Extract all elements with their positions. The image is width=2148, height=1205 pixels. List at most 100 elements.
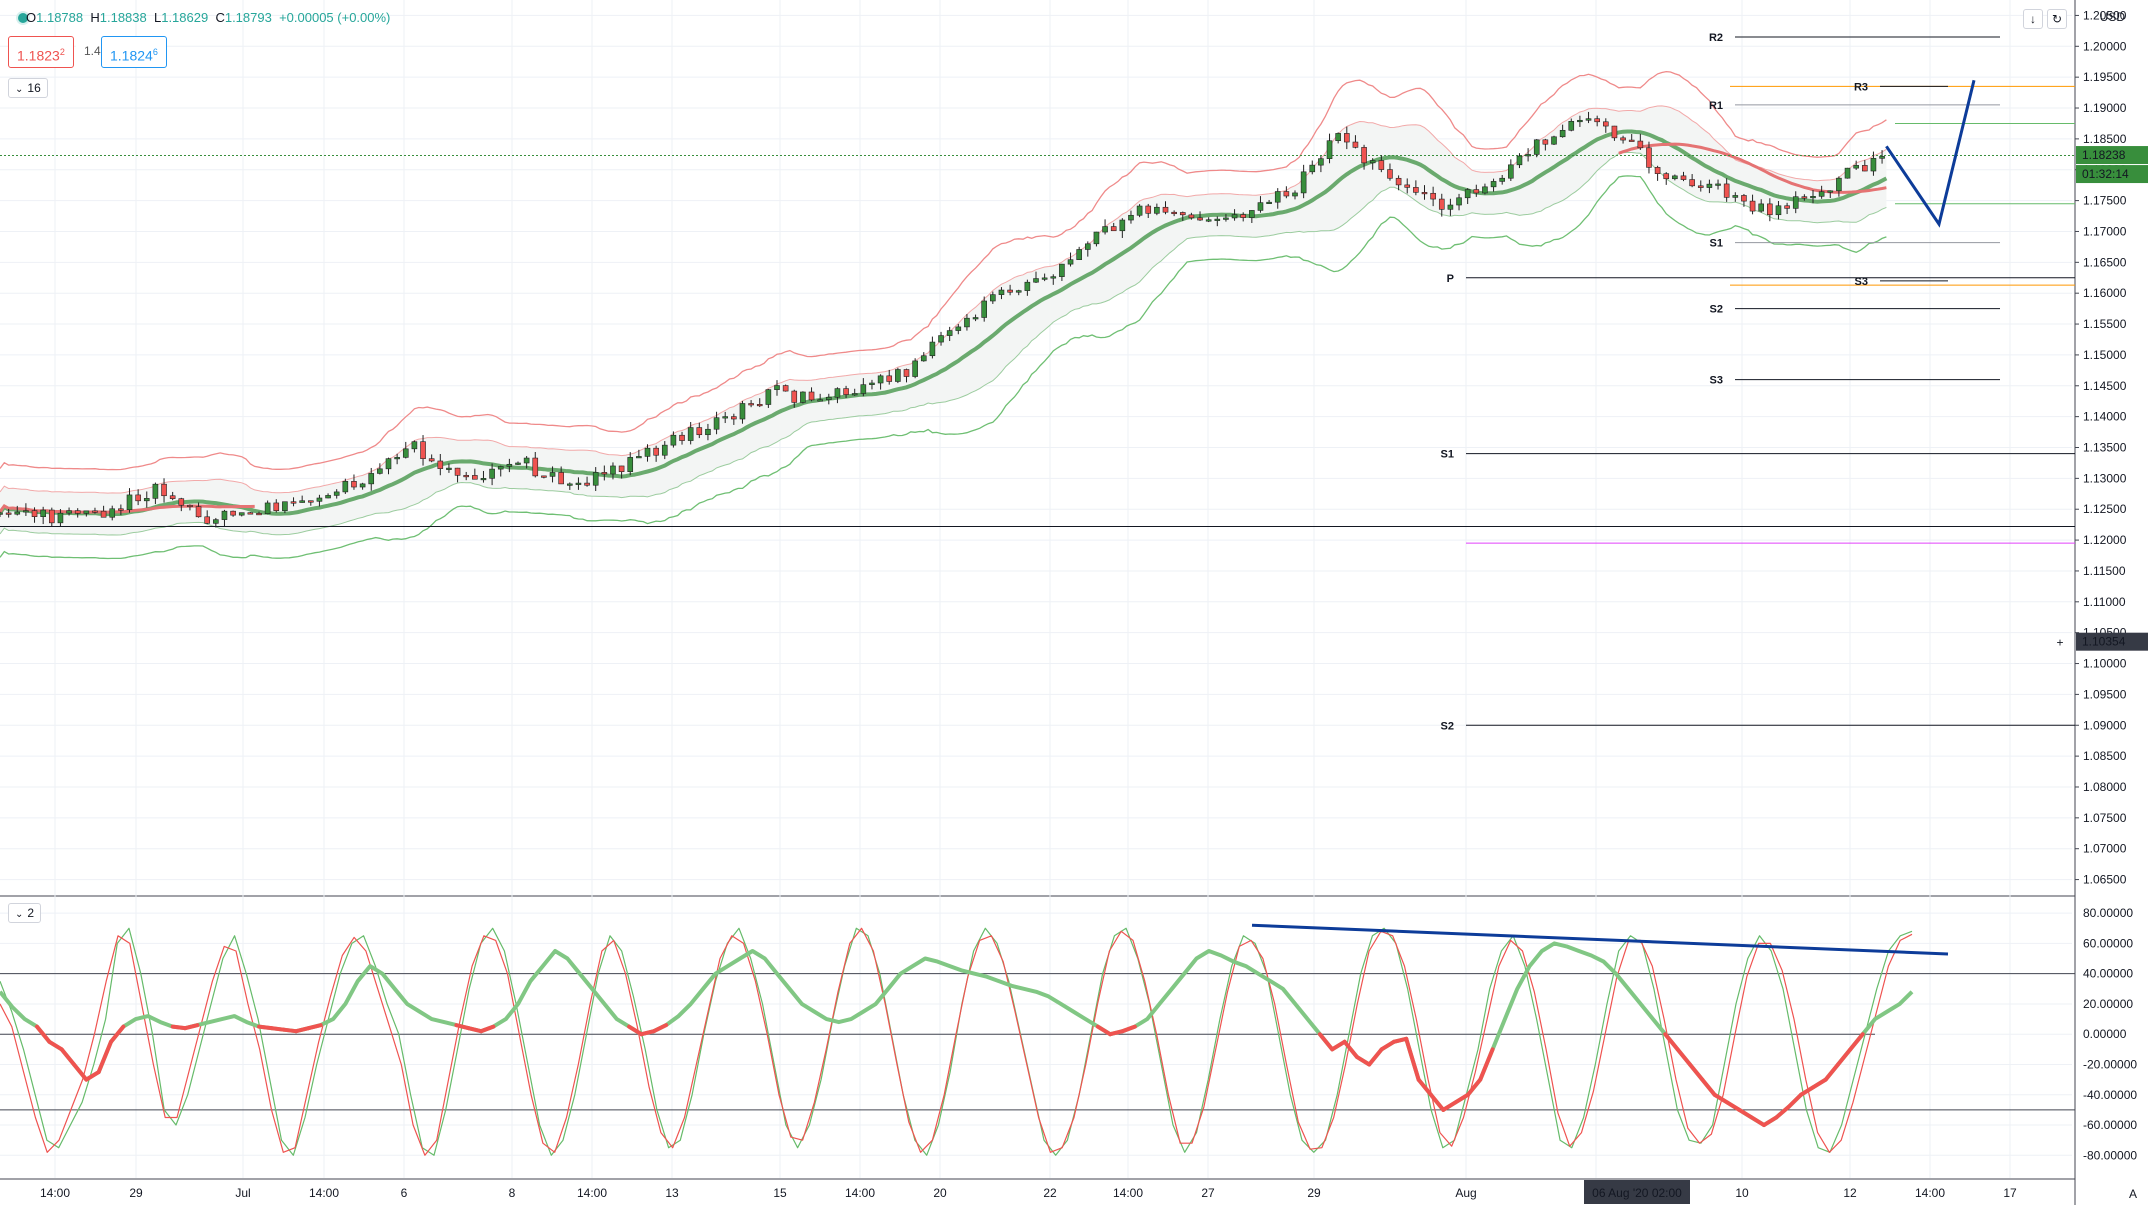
candle-up: [834, 388, 841, 398]
price-tick-label: 1.13500: [2083, 441, 2127, 455]
candle-up: [1214, 218, 1221, 221]
price-tick-label: 1.17500: [2083, 194, 2127, 208]
candle-up: [480, 478, 487, 481]
candle-up: [342, 481, 349, 493]
candle-up: [368, 473, 375, 485]
chevron-down-icon: ⌄: [15, 909, 24, 920]
price-tick-label: 1.17000: [2083, 224, 2127, 238]
main-indicators-toggle[interactable]: ⌄ 16: [8, 78, 48, 98]
price-tick-label: 1.12500: [2083, 502, 2127, 516]
oscillator-trendline: [1251, 923, 1949, 956]
time-tick-label: 8: [509, 1186, 516, 1200]
oscillator-series-down: [1120, 1024, 1137, 1034]
candle-up: [1516, 155, 1523, 166]
candle-up: [1775, 205, 1782, 216]
candle-up: [1335, 133, 1341, 141]
time-tick-label: 14:00: [40, 1186, 70, 1200]
candle-up: [722, 416, 729, 419]
candles: [0, 111, 1885, 528]
candle-down: [161, 483, 167, 497]
candle-down: [5, 512, 12, 515]
candle-down: [541, 475, 547, 478]
candle-up: [1024, 281, 1031, 291]
candle-up: [1732, 195, 1739, 198]
scroll-down-icon[interactable]: ↓: [2023, 9, 2043, 29]
oscillator-series-down: [1761, 1115, 1779, 1128]
candle-up: [359, 483, 366, 488]
candle-down: [1188, 214, 1195, 219]
candle-up: [489, 468, 495, 479]
candle-down: [1542, 139, 1549, 145]
candle-up: [705, 428, 711, 436]
badge-bg: [2076, 146, 2148, 165]
candle-up: [920, 355, 927, 362]
oscillator-series-down: [1687, 1062, 1705, 1082]
time-tick-label: 22: [1043, 1186, 1057, 1200]
time-tick-label: 15: [773, 1186, 787, 1200]
candle-down: [1620, 137, 1626, 141]
candle-down: [1395, 177, 1402, 186]
oscillator-series-down: [183, 1023, 200, 1031]
price-tick-label: 1.10000: [2083, 657, 2127, 671]
candle-down: [1603, 121, 1609, 127]
candle-up: [1758, 203, 1764, 212]
pivot-label: S3: [1855, 276, 1868, 288]
candle-down: [31, 510, 38, 517]
candle-down: [230, 510, 236, 516]
candle-up: [1136, 205, 1143, 216]
price-tick-label: 1.15000: [2083, 348, 2127, 362]
candle-down: [1438, 198, 1445, 210]
candle-down: [903, 369, 910, 377]
pivot-label: P: [1447, 273, 1454, 285]
candle-down: [679, 434, 685, 441]
candle-up: [1456, 197, 1462, 206]
candle-down: [1283, 191, 1290, 197]
oscillator-series-down: [1330, 1039, 1347, 1052]
price-tick-label: 1.18500: [2083, 132, 2127, 146]
candle-down: [1413, 187, 1419, 193]
oscillator-series: [0, 927, 1913, 1156]
candle-up: [575, 482, 582, 485]
oscillator-series-down: [1749, 1115, 1766, 1128]
price-tick-label: 1.12000: [2083, 533, 2127, 547]
candle-up: [264, 502, 271, 515]
candle-up: [1326, 140, 1333, 159]
candle-up: [446, 467, 452, 470]
oscillator-series-down: [1774, 1104, 1791, 1120]
low-value: 1.18629: [161, 10, 209, 25]
oscillator-indicators-toggle[interactable]: ⌄ 2: [8, 903, 42, 923]
oscillator-tick-label: -60.00000: [2083, 1118, 2137, 1132]
live-status-icon: [16, 11, 30, 25]
oscillator-series-down: [1835, 1047, 1853, 1067]
oscillator-series-down: [1712, 1092, 1729, 1105]
candle-down: [1654, 167, 1661, 174]
oscillator-series-down: [35, 1024, 52, 1044]
buy-button[interactable]: 1.18246: [101, 36, 167, 68]
candle-down: [1611, 125, 1618, 139]
candle-up: [1715, 183, 1721, 186]
candle-up: [1050, 276, 1057, 279]
candle-down: [178, 498, 185, 506]
oscillator-series-down: [1391, 1036, 1409, 1044]
price-tick-label: 1.20000: [2083, 39, 2127, 53]
time-tick-label: 12: [1843, 1186, 1857, 1200]
candle-up: [825, 396, 832, 401]
badge-text: 01:32:14: [2082, 167, 2129, 181]
candle-down: [1637, 140, 1644, 149]
candle-down: [808, 391, 815, 401]
candle-down: [1628, 139, 1635, 142]
candle-up: [23, 510, 29, 513]
candle-down: [290, 501, 297, 504]
oscillator-series-down: [1724, 1100, 1742, 1112]
candle-up: [661, 444, 668, 456]
red-ma: [1618, 142, 1887, 194]
refresh-icon[interactable]: ↻: [2047, 9, 2067, 29]
sell-button[interactable]: 1.18232: [8, 36, 74, 68]
time-axis: 14:00 29 Jul 14:00 6 8 14:00 13 15 14:00 20 22 14:00…: [40, 1180, 2137, 1204]
price-tick-label: 1.11500: [2083, 564, 2126, 578]
oscillator-series-down: [1095, 1024, 1113, 1037]
candle-up: [687, 427, 694, 441]
candle-up: [57, 512, 64, 524]
price-tick-label: 1.19000: [2083, 101, 2127, 115]
